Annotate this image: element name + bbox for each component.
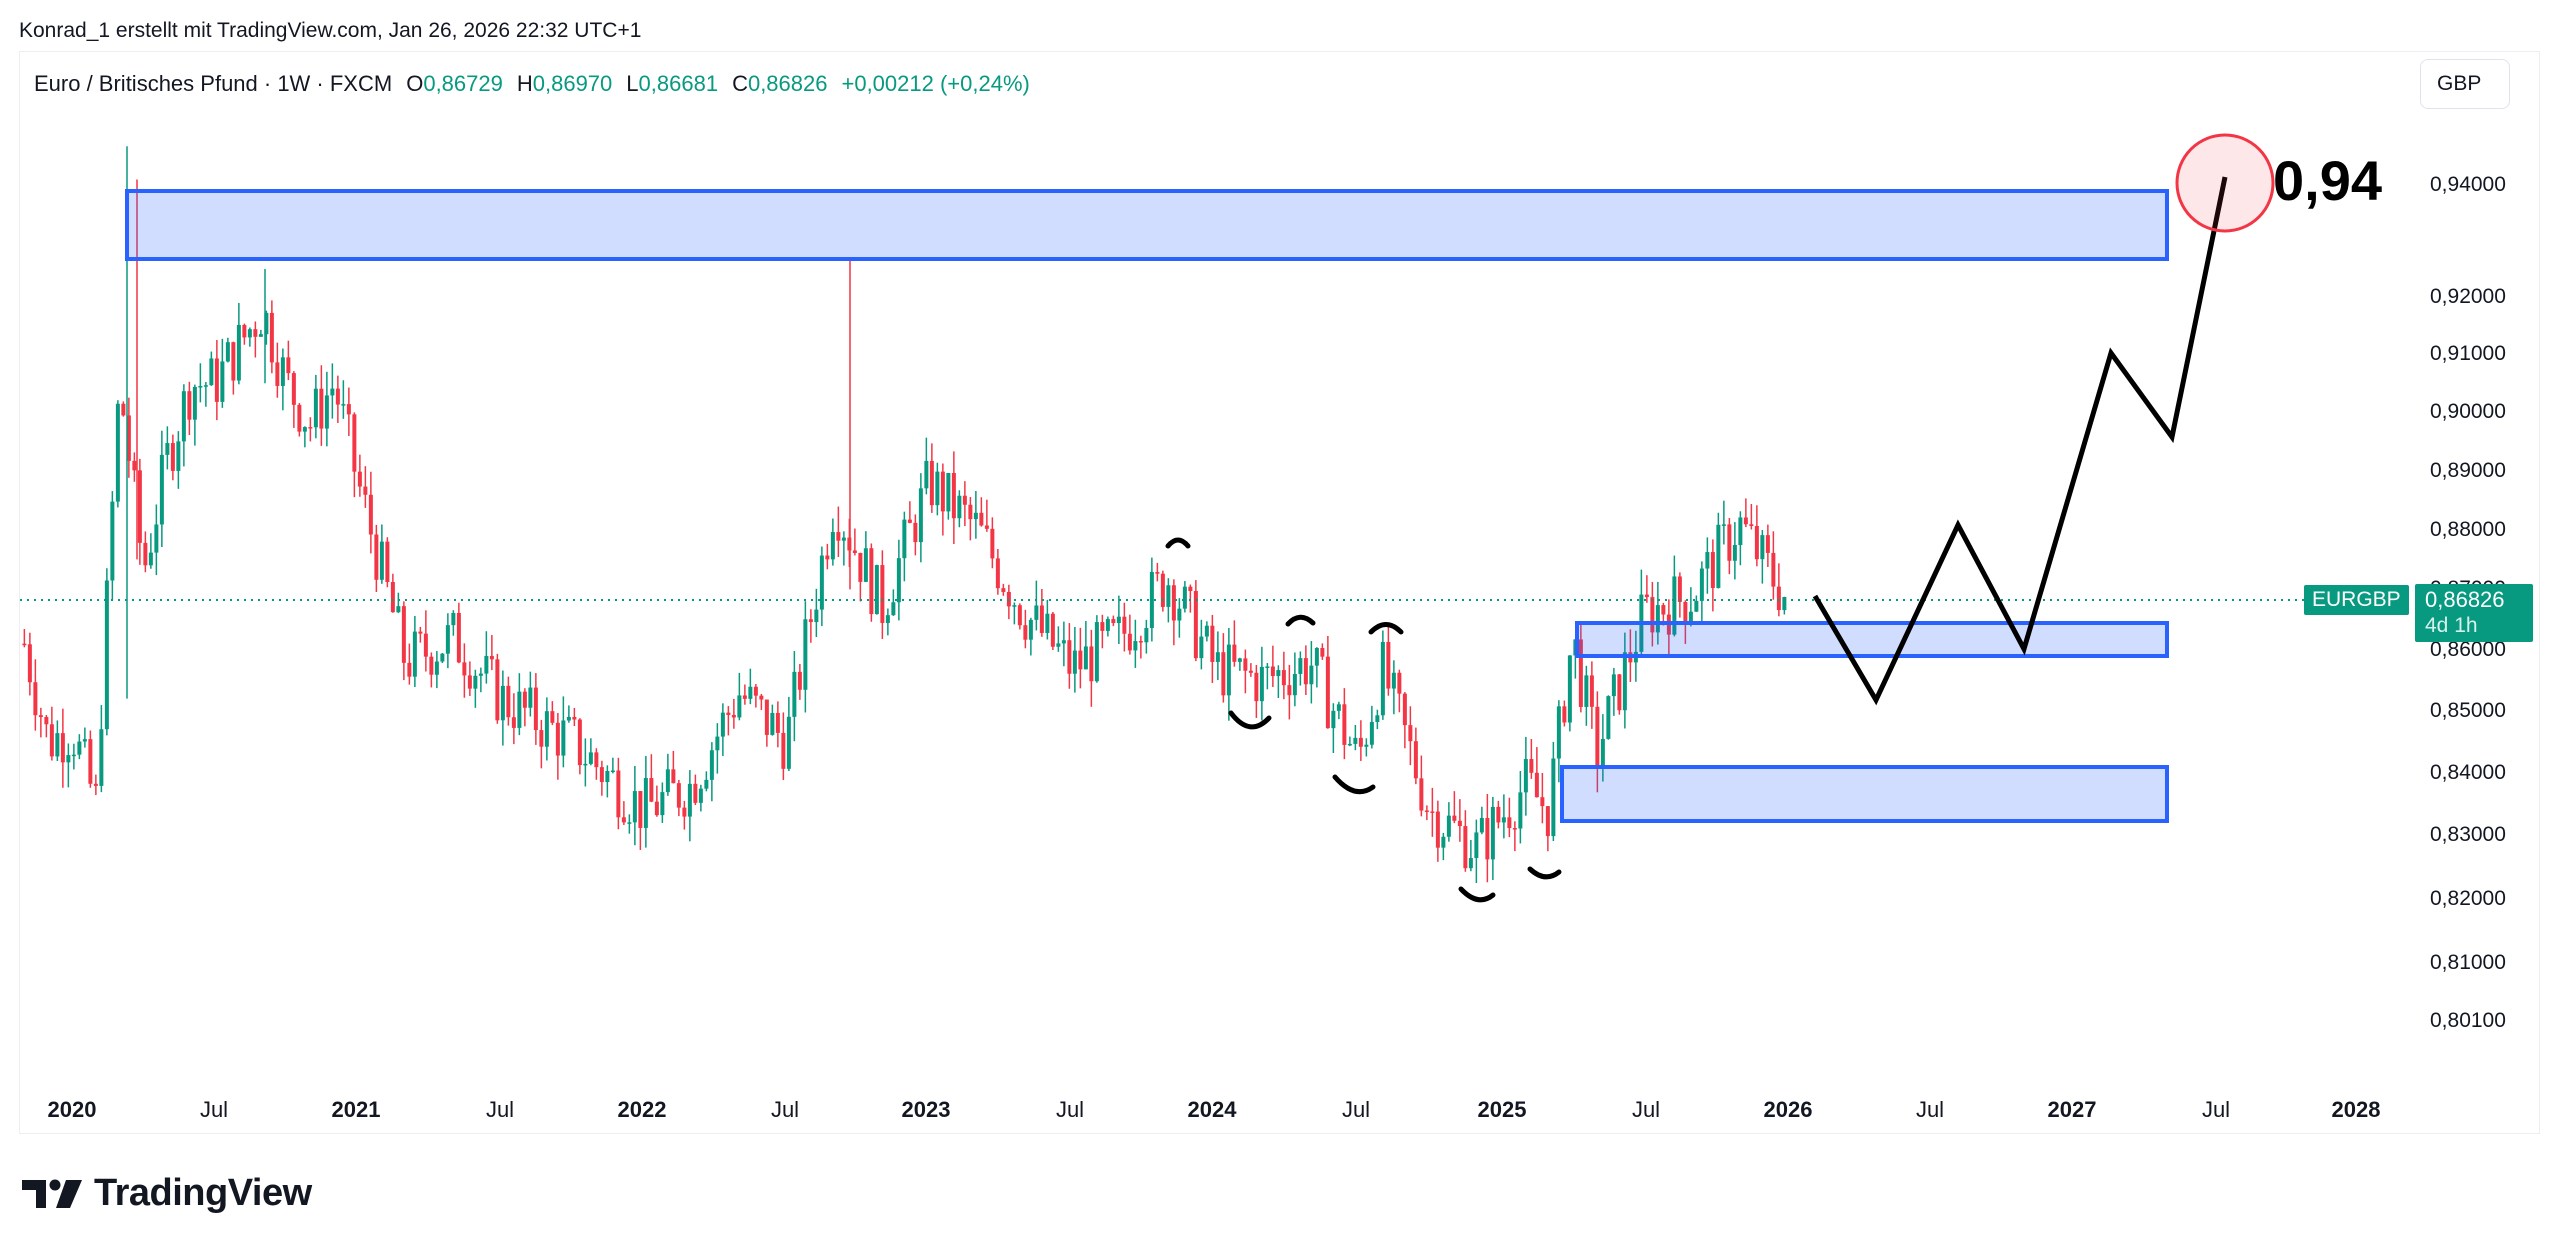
swing-low-arc <box>1332 774 1376 795</box>
time-tick: Jul <box>770 1097 800 1122</box>
price-tick: 0,84000 <box>2430 760 2506 784</box>
tradingview-logo-text: TradingView <box>94 1172 312 1214</box>
target-price-label: 0,94 <box>2273 149 2382 212</box>
swing-high-arc <box>1368 622 1404 635</box>
bar-countdown: 4d 1h <box>2425 614 2478 637</box>
open-label: O <box>406 71 424 96</box>
price-tick: 0,94000 <box>2430 172 2506 196</box>
currency-button[interactable]: GBP <box>2420 59 2510 109</box>
time-tick: 2023 <box>901 1097 951 1122</box>
change-value: +0,00212 (+0,24%) <box>841 71 1030 96</box>
support-zone-upper-rect[interactable] <box>1575 621 2169 658</box>
symbol-legend[interactable]: Euro / Britisches Pfund · 1W · FXCM O 0,8… <box>34 71 1030 97</box>
time-tick: 2022 <box>617 1097 667 1122</box>
last-price-value: 0,86826 <box>2425 587 2505 612</box>
symbol-description[interactable]: Euro / Britisches Pfund · 1W · FXCM <box>34 71 393 96</box>
low-value: 0,86681 <box>638 71 719 96</box>
target-circle[interactable] <box>2175 133 2275 233</box>
candlestick-series <box>22 146 1787 884</box>
open-value: 0,86729 <box>423 71 503 96</box>
swing-low-arc <box>1228 710 1272 730</box>
low-label: L <box>626 71 639 96</box>
price-tick: 0,90000 <box>2430 400 2506 424</box>
time-tick: 2027 <box>2047 1097 2097 1122</box>
swing-low-arc <box>1458 886 1496 903</box>
chart-attribution: Konrad_1 erstellt mit TradingView.com, J… <box>19 19 642 42</box>
price-tick: 0,88000 <box>2430 517 2506 541</box>
price-tick: 0,81000 <box>2430 950 2506 974</box>
price-tick: 0,85000 <box>2430 698 2506 722</box>
resistance-zone-rect[interactable] <box>125 189 2169 261</box>
swing-markers <box>1165 537 1562 903</box>
time-tick: 2026 <box>1763 1097 1813 1122</box>
chart-pane[interactable] <box>19 51 2540 1134</box>
time-tick: Jul <box>2201 1097 2231 1122</box>
swing-high-arc <box>1285 614 1316 627</box>
close-label: C <box>732 71 748 96</box>
tradingview-logo[interactable]: TradingView <box>22 1172 312 1215</box>
time-tick: 2028 <box>2331 1097 2381 1122</box>
time-tick: Jul <box>199 1097 229 1122</box>
time-tick: Jul <box>485 1097 515 1122</box>
swing-low-arc <box>1527 866 1562 880</box>
high-label: H <box>516 71 533 96</box>
time-tick: Jul <box>1915 1097 1945 1122</box>
swing-high-arc <box>1165 537 1191 549</box>
price-tick: 0,92000 <box>2430 285 2506 309</box>
close-value: 0,86826 <box>747 71 828 96</box>
time-tick: 2025 <box>1477 1097 1527 1122</box>
price-tick: 0,86000 <box>2430 637 2506 661</box>
price-tick: 0,80100 <box>2430 1009 2506 1033</box>
projection-path[interactable] <box>1812 176 2228 706</box>
time-tick: 2020 <box>47 1097 97 1122</box>
price-tick: 0,89000 <box>2430 458 2506 482</box>
last-price-tag: 0,86826 4d 1h <box>2415 584 2533 642</box>
time-tick: Jul <box>1055 1097 1085 1122</box>
support-zone-lower-rect[interactable] <box>1560 765 2169 823</box>
symbol-price-tag: EURGBP <box>2304 585 2409 615</box>
time-tick: Jul <box>1341 1097 1371 1122</box>
price-tick: 0,83000 <box>2430 823 2506 847</box>
price-tick: 0,91000 <box>2430 342 2506 366</box>
time-tick: 2021 <box>331 1097 381 1122</box>
tradingview-logo-icon <box>22 1179 82 1208</box>
high-value: 0,86970 <box>532 71 613 96</box>
price-tick: 0,82000 <box>2430 886 2506 910</box>
time-tick: 2024 <box>1187 1097 1237 1122</box>
time-tick: Jul <box>1631 1097 1661 1122</box>
